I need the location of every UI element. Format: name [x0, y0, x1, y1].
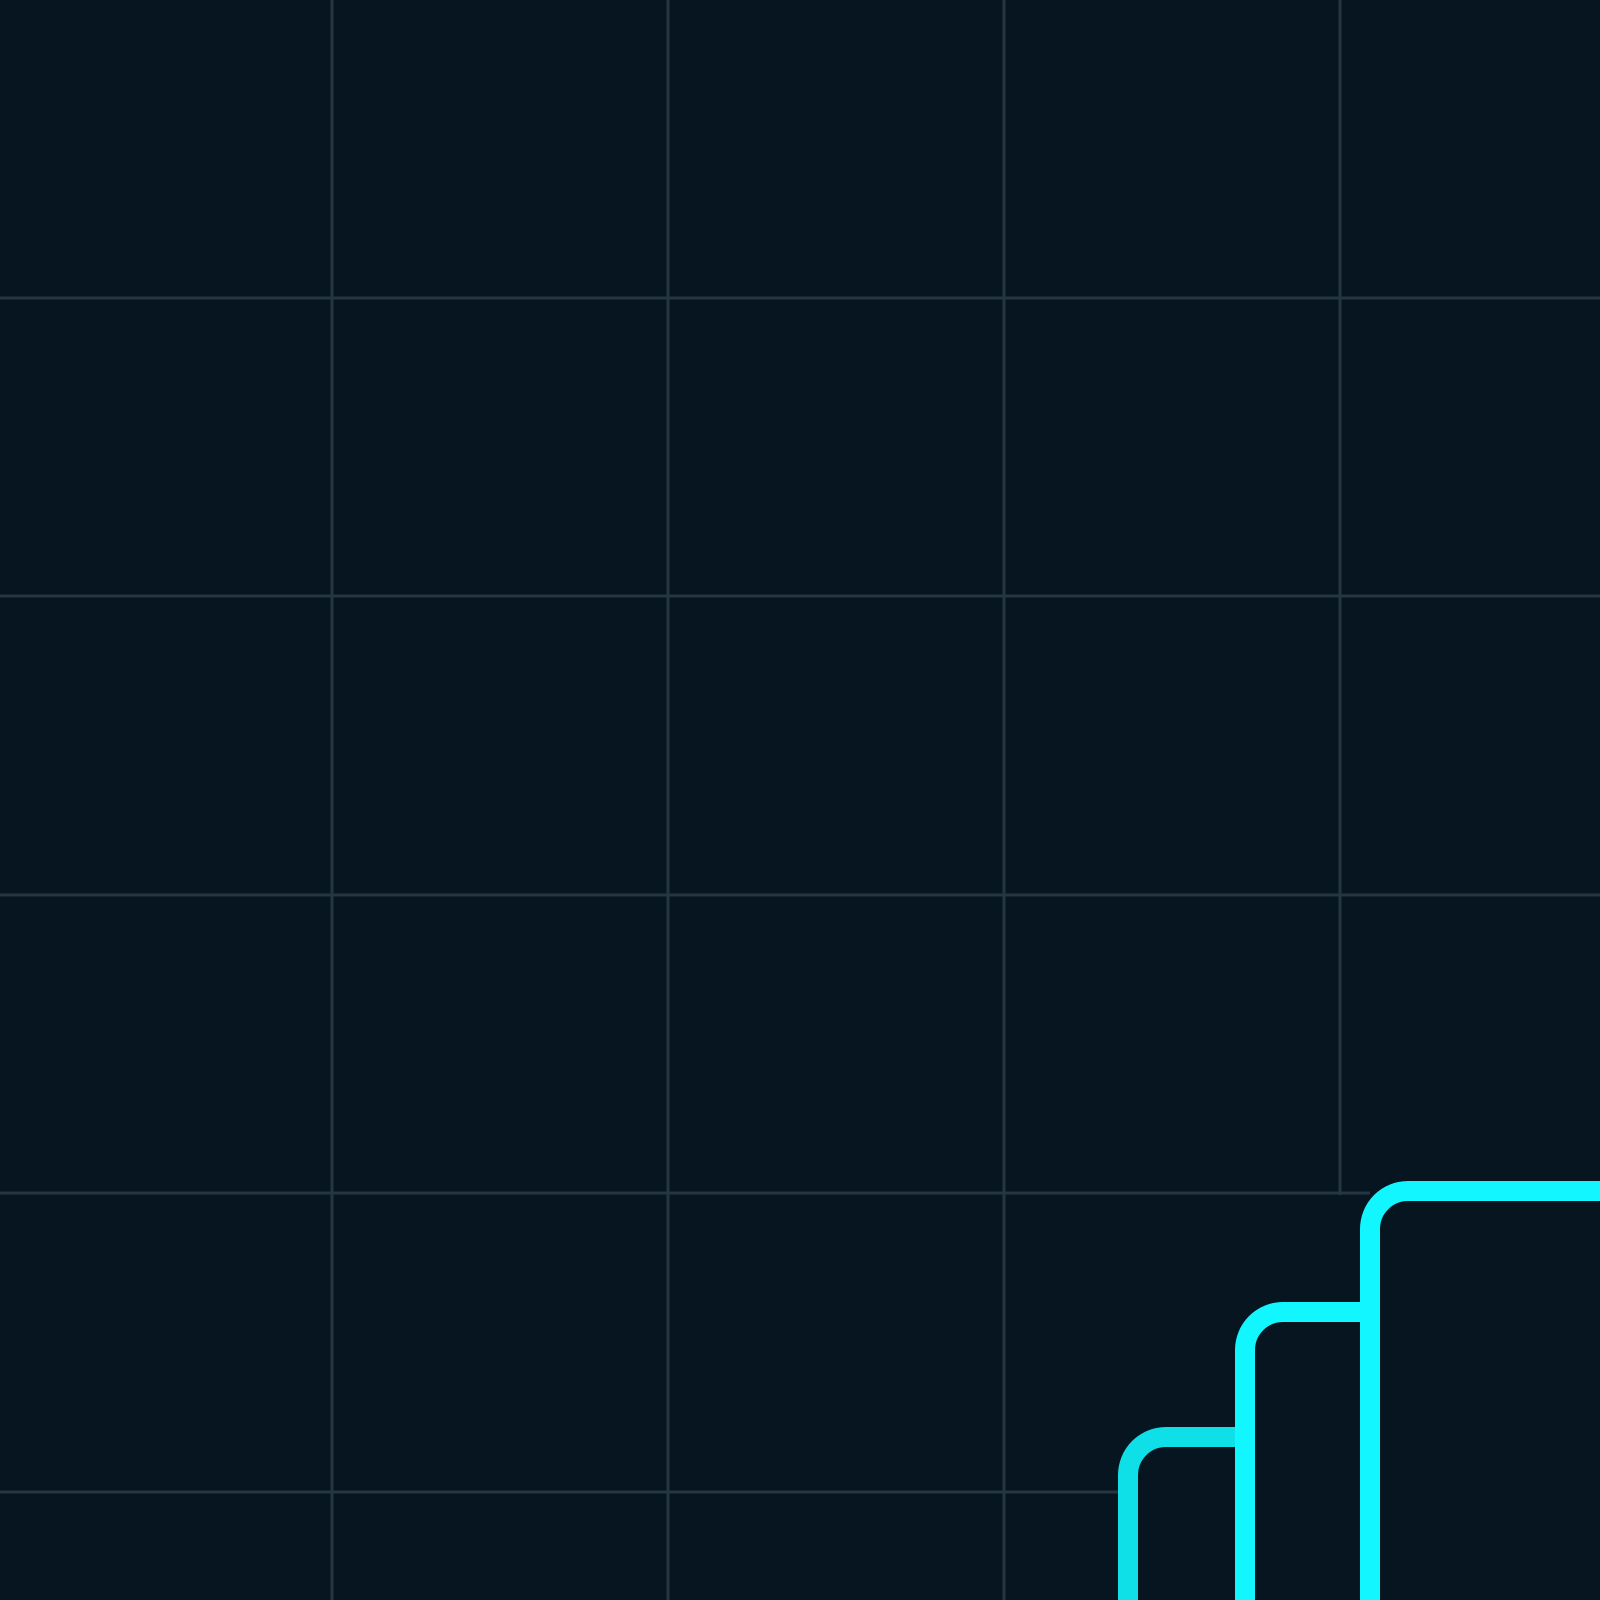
bar-outline-large	[1360, 1181, 1600, 1600]
bar-outline-medium	[1235, 1302, 1380, 1600]
bar-outline-small	[1118, 1427, 1255, 1600]
rising-bars-outline-graphic	[1118, 1181, 1600, 1600]
